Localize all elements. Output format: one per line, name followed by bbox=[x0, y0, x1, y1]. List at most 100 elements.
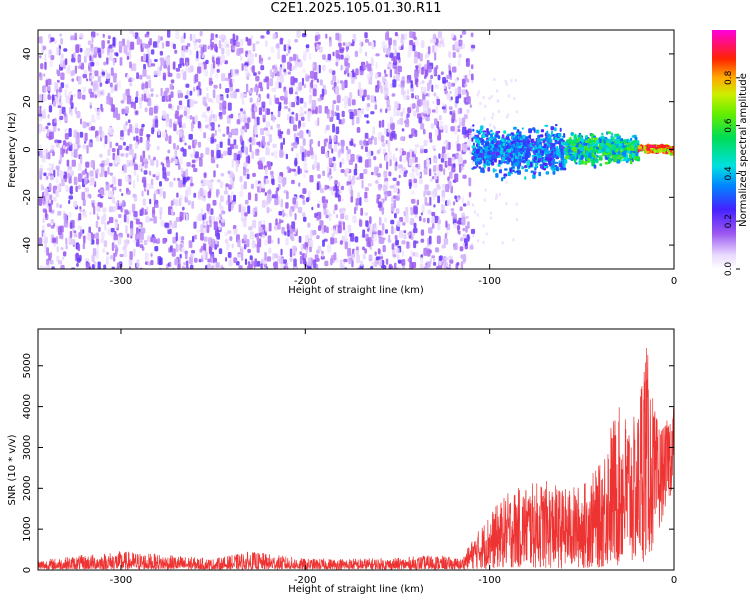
heatmap-cell bbox=[396, 110, 400, 117]
heatmap-cell bbox=[89, 55, 92, 62]
heatmap-cell bbox=[426, 248, 431, 257]
heatmap-cell bbox=[71, 78, 75, 82]
heatmap-cell bbox=[160, 58, 165, 67]
heatmap-cell bbox=[266, 206, 270, 214]
heatmap-cell bbox=[599, 138, 602, 143]
heatmap-cell bbox=[450, 82, 456, 87]
heatmap-cell bbox=[122, 93, 127, 101]
heatmap-cell bbox=[114, 221, 118, 229]
heatmap-cell bbox=[61, 178, 65, 187]
heatmap-cell bbox=[272, 143, 277, 149]
heatmap-cell bbox=[42, 208, 47, 213]
heatmap-cell bbox=[154, 59, 158, 62]
heatmap-cell bbox=[237, 239, 241, 248]
heatmap-cell bbox=[199, 31, 203, 37]
heatmap-cell bbox=[113, 234, 118, 241]
heatmap-cell bbox=[364, 132, 369, 139]
heatmap-cell bbox=[251, 110, 256, 119]
heatmap-cell bbox=[526, 149, 530, 154]
heatmap-cell bbox=[349, 111, 354, 120]
heatmap-cell bbox=[376, 149, 381, 154]
heatmap-cell bbox=[228, 114, 232, 119]
heatmap-cell bbox=[153, 70, 159, 76]
heatmap-cell bbox=[241, 252, 244, 261]
heatmap-cell bbox=[431, 109, 437, 113]
heatmap-cell bbox=[335, 61, 339, 67]
heatmap-cell bbox=[515, 110, 518, 114]
heatmap-cell bbox=[146, 235, 151, 243]
heatmap-cell bbox=[337, 150, 341, 158]
heatmap-cell bbox=[458, 53, 462, 59]
heatmap-cell bbox=[496, 195, 498, 199]
heatmap-cell bbox=[413, 206, 418, 215]
heatmap-cell bbox=[192, 235, 195, 243]
heatmap-cell bbox=[203, 236, 208, 242]
heatmap-cell bbox=[457, 125, 461, 129]
heatmap-cell bbox=[397, 266, 402, 269]
heatmap-cell bbox=[461, 30, 467, 35]
heatmap-cell bbox=[515, 139, 520, 142]
heatmap-cell bbox=[524, 176, 527, 180]
heatmap-cell bbox=[195, 73, 199, 83]
heatmap-cell bbox=[233, 257, 238, 264]
heatmap-cell bbox=[148, 79, 152, 89]
heatmap-cell bbox=[577, 149, 580, 155]
heatmap-cell bbox=[83, 55, 87, 63]
heatmap-cell bbox=[189, 99, 194, 107]
heatmap-cell bbox=[60, 264, 65, 269]
heatmap-cell bbox=[69, 97, 73, 106]
heatmap-cell bbox=[186, 176, 190, 181]
heatmap-cell bbox=[482, 165, 485, 169]
heatmap-cell bbox=[416, 105, 419, 113]
heatmap-cell bbox=[193, 86, 196, 92]
heatmap-cell bbox=[96, 32, 99, 36]
heatmap-cell bbox=[293, 124, 298, 132]
heatmap-cell bbox=[513, 141, 517, 144]
heatmap-cell bbox=[131, 203, 136, 213]
heatmap-cell bbox=[179, 156, 183, 165]
heatmap-cell bbox=[332, 100, 337, 104]
heatmap-cell bbox=[298, 182, 301, 187]
heatmap-cell bbox=[321, 146, 325, 155]
heatmap-cell bbox=[533, 171, 537, 174]
heatmap-cell bbox=[290, 102, 296, 108]
heatmap-cell bbox=[203, 172, 207, 179]
heatmap-cell bbox=[223, 190, 229, 195]
heatmap-cell bbox=[173, 43, 176, 50]
heatmap-cell bbox=[489, 151, 492, 154]
heatmap-cell bbox=[127, 178, 132, 182]
heatmap-cell bbox=[179, 114, 184, 118]
heatmap-cell bbox=[549, 153, 552, 156]
heatmap-cell bbox=[96, 90, 101, 97]
heatmap-cell bbox=[606, 142, 610, 146]
heatmap-cell bbox=[188, 240, 193, 248]
heatmap-cell bbox=[326, 166, 330, 173]
heatmap-cell bbox=[559, 127, 562, 132]
heatmap-cell bbox=[98, 126, 103, 135]
heatmap-cell bbox=[46, 175, 49, 180]
heatmap-cell bbox=[166, 159, 171, 168]
heatmap-cell bbox=[352, 253, 355, 261]
heatmap-cell bbox=[446, 199, 452, 206]
heatmap-cell bbox=[448, 95, 451, 102]
heatmap-cell bbox=[434, 45, 438, 53]
heatmap-cell bbox=[276, 187, 280, 192]
heatmap-cell bbox=[128, 259, 133, 266]
heatmap-cell bbox=[189, 49, 192, 55]
heatmap-cell bbox=[383, 90, 388, 95]
heatmap-cell bbox=[307, 222, 311, 228]
heatmap-cell bbox=[303, 83, 307, 89]
heatmap-cell bbox=[64, 89, 67, 97]
heatmap-cell bbox=[180, 147, 184, 152]
heatmap-cell bbox=[103, 240, 108, 248]
heatmap-cell bbox=[84, 49, 87, 57]
heatmap-cell bbox=[399, 217, 404, 223]
heatmap-cell bbox=[142, 69, 147, 77]
heatmap-cell bbox=[260, 35, 265, 39]
heatmap-cell bbox=[198, 81, 201, 89]
heatmap-cell bbox=[291, 142, 294, 147]
heatmap-cell bbox=[428, 227, 433, 234]
heatmap-cell bbox=[403, 233, 407, 240]
heatmap-cell bbox=[279, 131, 284, 135]
heatmap-cell bbox=[267, 141, 271, 146]
